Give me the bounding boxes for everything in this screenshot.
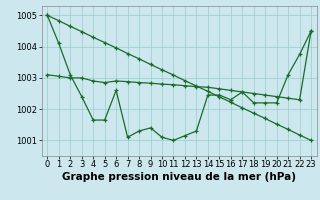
X-axis label: Graphe pression niveau de la mer (hPa): Graphe pression niveau de la mer (hPa): [62, 172, 296, 182]
